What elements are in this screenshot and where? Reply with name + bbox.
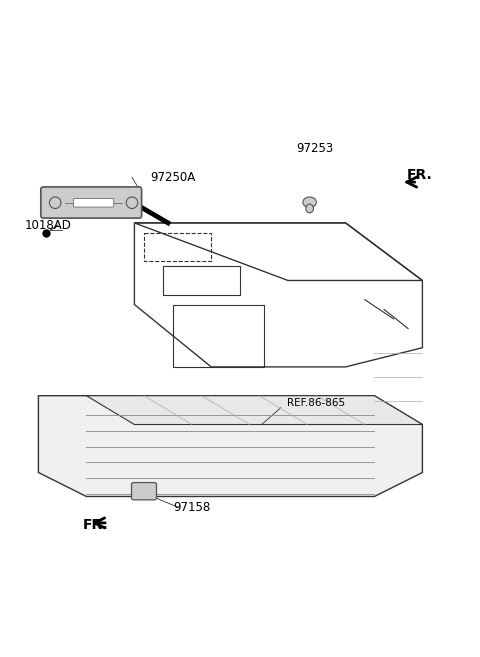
Ellipse shape [303,197,316,208]
Text: FR.: FR. [83,518,109,532]
Text: 97158: 97158 [173,501,211,514]
Polygon shape [38,396,422,497]
Polygon shape [86,396,422,424]
FancyBboxPatch shape [132,483,156,500]
Text: 1018AD: 1018AD [24,219,72,232]
Ellipse shape [306,204,313,213]
Text: 97253: 97253 [296,142,333,155]
FancyBboxPatch shape [41,187,142,218]
FancyBboxPatch shape [73,198,114,207]
Text: REF.86-865: REF.86-865 [287,398,345,408]
Text: 97250A: 97250A [150,171,195,184]
Text: FR.: FR. [407,168,433,182]
